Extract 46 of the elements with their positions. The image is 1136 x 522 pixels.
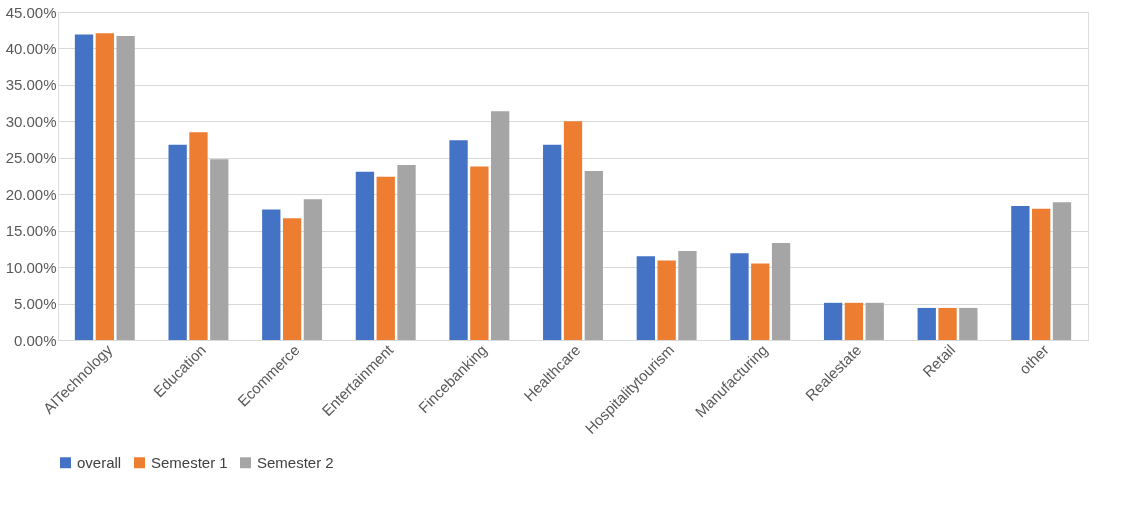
legend-label: Semester 1: [151, 453, 228, 471]
y-tick-label: 5.00%: [13, 295, 57, 313]
bar: [678, 251, 697, 340]
y-tick-label: 30.00%: [5, 112, 57, 130]
bar: [865, 302, 884, 340]
bar: [584, 170, 603, 340]
bar: [823, 302, 843, 340]
y-tick-label: 0.00%: [13, 331, 57, 349]
bar: [262, 209, 281, 340]
y-tick-label: 15.00%: [5, 222, 57, 240]
bar: [1011, 205, 1030, 340]
bar: [168, 144, 187, 340]
bar: [116, 36, 135, 340]
y-tick-label: 20.00%: [5, 185, 57, 203]
bar: [95, 33, 114, 340]
bar: [355, 171, 375, 340]
y-tick-label: 10.00%: [5, 258, 57, 276]
bar: [189, 132, 208, 340]
bar: [74, 34, 94, 340]
y-tick-label: 35.00%: [5, 76, 57, 94]
bar: [303, 199, 323, 340]
bar: [397, 165, 416, 340]
y-tick-label: 25.00%: [5, 149, 57, 167]
legend-label: Semester 2: [257, 453, 334, 471]
bar: [470, 166, 489, 340]
legend-label: overall: [77, 453, 122, 471]
bar: [657, 260, 676, 340]
bar: [491, 111, 510, 340]
bar: [1052, 202, 1072, 340]
bar: [844, 302, 864, 340]
y-tick-label: 45.00%: [5, 3, 57, 21]
bar: [543, 144, 562, 340]
bar: [751, 263, 770, 340]
bar: [449, 140, 468, 340]
bar: [376, 176, 395, 340]
bar: [730, 253, 749, 340]
bar: [282, 218, 302, 340]
bar: [917, 307, 936, 340]
bar: [959, 307, 978, 340]
bar: [563, 121, 583, 340]
bar: [771, 243, 791, 340]
bar: [1032, 208, 1051, 340]
bar: [938, 307, 957, 340]
y-tick-label: 40.00%: [5, 39, 57, 57]
bar: [210, 159, 229, 340]
bar: [636, 256, 655, 340]
